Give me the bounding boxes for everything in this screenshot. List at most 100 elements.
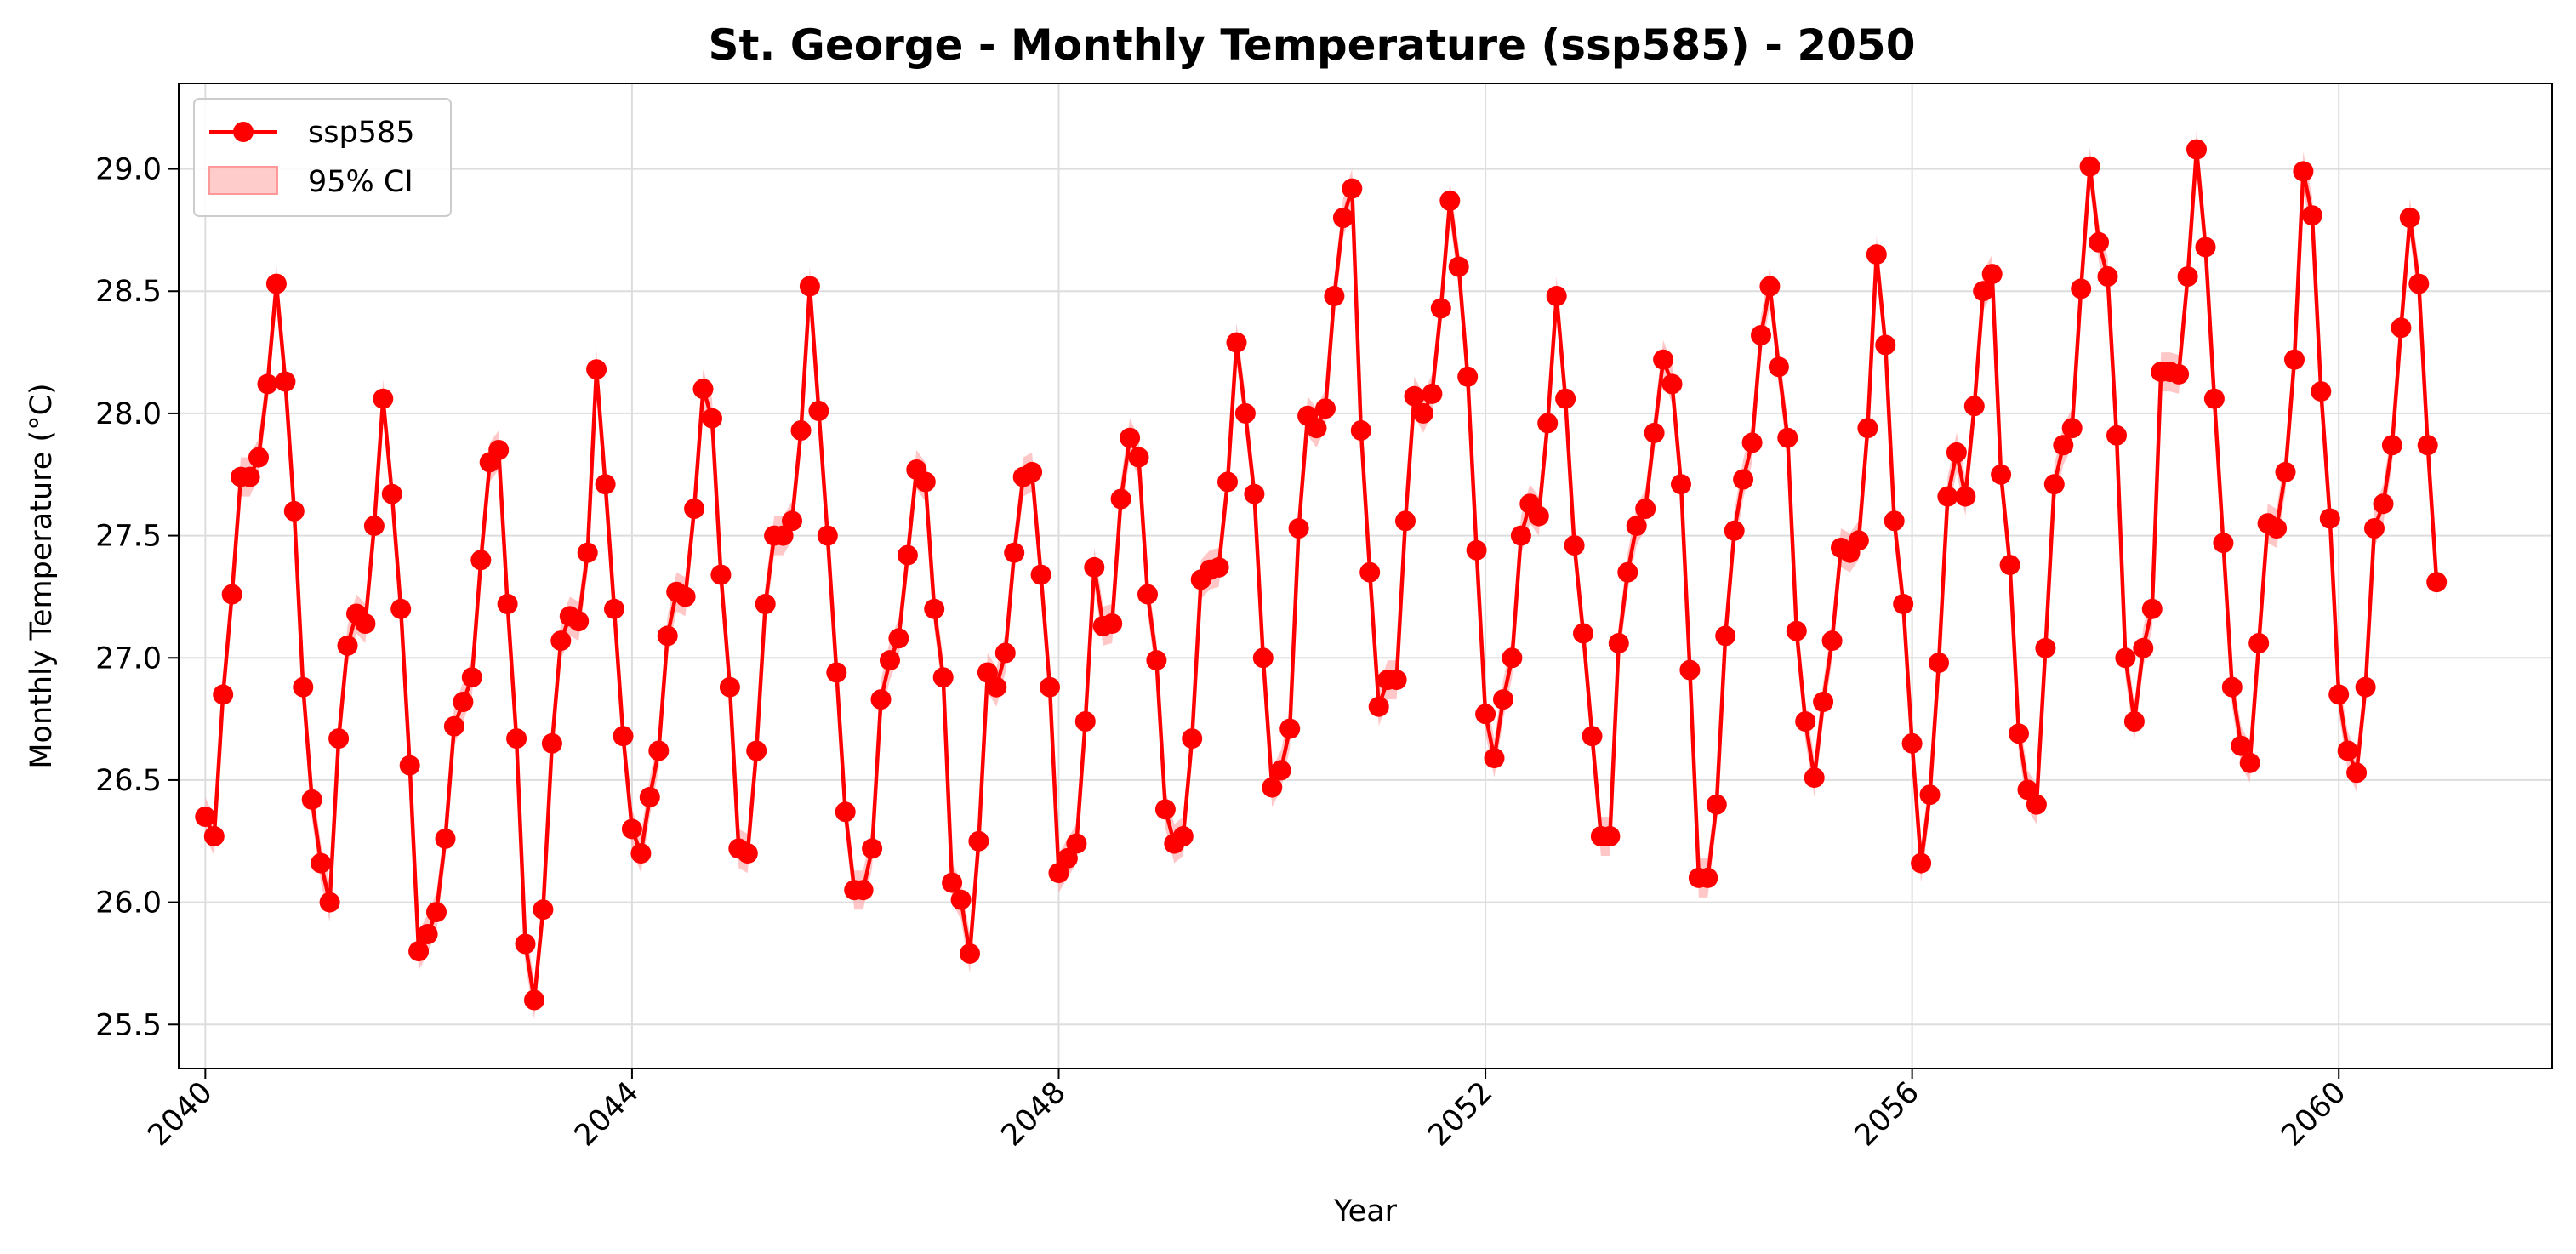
data-point xyxy=(293,676,314,698)
data-point xyxy=(1733,469,1754,490)
data-point xyxy=(942,872,963,893)
data-point xyxy=(2071,278,2092,299)
data-point xyxy=(2248,633,2270,653)
data-point xyxy=(1244,483,1265,504)
data-point xyxy=(311,852,332,874)
data-point xyxy=(1252,647,1274,669)
data-point xyxy=(2426,572,2448,593)
data-point xyxy=(488,440,510,460)
data-point xyxy=(213,684,234,705)
legend-line-label: ssp585 xyxy=(308,116,415,150)
data-point xyxy=(1573,623,1593,644)
data-point xyxy=(737,843,758,864)
y-tick-label: 28.0 xyxy=(95,397,162,431)
data-point xyxy=(630,843,652,864)
data-point xyxy=(1288,518,1309,539)
data-point xyxy=(195,807,216,827)
data-point xyxy=(924,598,945,619)
data-point xyxy=(443,715,464,737)
data-point xyxy=(1048,863,1069,884)
data-point xyxy=(541,732,562,754)
data-point xyxy=(1706,794,1727,815)
data-point xyxy=(2275,461,2296,482)
data-point xyxy=(994,642,1016,664)
data-point xyxy=(248,447,269,468)
data-point xyxy=(1040,676,1060,698)
data-point xyxy=(1208,556,1229,578)
data-point xyxy=(497,594,518,614)
data-point xyxy=(710,564,732,585)
data-point xyxy=(2346,762,2368,784)
data-point xyxy=(1973,281,1994,302)
data-point xyxy=(852,880,874,901)
data-point xyxy=(1022,461,1043,482)
data-point xyxy=(826,662,847,683)
data-point xyxy=(2169,363,2190,385)
y-tick-label: 28.5 xyxy=(95,275,162,309)
data-point xyxy=(1350,420,1371,441)
data-point xyxy=(577,542,598,563)
data-point xyxy=(960,943,980,964)
data-point xyxy=(1262,777,1283,798)
data-point xyxy=(515,933,536,955)
data-point xyxy=(2043,474,2065,495)
data-point xyxy=(1484,748,1505,769)
data-point xyxy=(2097,266,2118,287)
data-point xyxy=(1234,402,1256,424)
data-point xyxy=(453,692,474,712)
data-point xyxy=(1315,398,1336,419)
data-point xyxy=(1901,732,1923,754)
y-axis-ticks: 25.5 26.0 26.5 27.0 27.5 28.0 28.5 29.0 xyxy=(95,153,179,1042)
data-point xyxy=(363,516,385,537)
data-point xyxy=(2311,381,2332,402)
data-point xyxy=(1475,704,1496,725)
data-point xyxy=(2328,684,2350,705)
data-point xyxy=(2141,598,2163,619)
data-point xyxy=(604,598,624,619)
data-point xyxy=(1911,852,1932,874)
data-point xyxy=(1963,396,1985,417)
chart-title: St. George - Monthly Temperature (ssp585… xyxy=(708,20,1915,70)
data-point xyxy=(1154,799,1176,820)
data-point xyxy=(2391,317,2412,339)
data-point xyxy=(1653,349,1674,370)
data-point xyxy=(1332,208,1354,228)
data-point xyxy=(2089,231,2110,253)
data-point xyxy=(1128,447,1149,468)
data-point xyxy=(301,789,322,810)
data-point xyxy=(1848,530,1869,551)
data-point xyxy=(1564,535,1585,556)
data-point xyxy=(2213,533,2234,554)
data-point xyxy=(1661,373,1683,395)
data-point xyxy=(2017,779,2038,801)
data-point xyxy=(1821,630,1843,652)
data-point xyxy=(2293,161,2314,182)
data-point xyxy=(1279,718,1301,739)
data-point xyxy=(568,611,590,632)
data-point xyxy=(684,499,705,519)
data-point xyxy=(2186,139,2207,160)
data-point xyxy=(1528,505,1549,527)
data-point xyxy=(2408,273,2430,294)
data-point xyxy=(1120,427,1141,448)
data-point xyxy=(2231,735,2252,756)
data-point xyxy=(1537,413,1559,434)
data-point xyxy=(1671,474,1691,495)
data-point xyxy=(2301,205,2322,226)
data-point xyxy=(417,924,438,944)
data-point xyxy=(2337,740,2358,761)
data-point xyxy=(746,740,767,761)
data-point xyxy=(1991,464,2012,485)
data-point xyxy=(319,892,340,913)
data-point xyxy=(897,544,918,566)
data-point xyxy=(1937,486,1958,507)
data-point xyxy=(265,273,287,294)
data-point xyxy=(221,584,242,605)
data-point xyxy=(390,598,412,619)
data-point xyxy=(1786,620,1807,641)
data-point xyxy=(950,889,972,910)
data-point xyxy=(399,755,420,776)
data-point xyxy=(1306,418,1327,439)
data-point xyxy=(1893,594,1914,614)
data-point xyxy=(373,388,394,409)
